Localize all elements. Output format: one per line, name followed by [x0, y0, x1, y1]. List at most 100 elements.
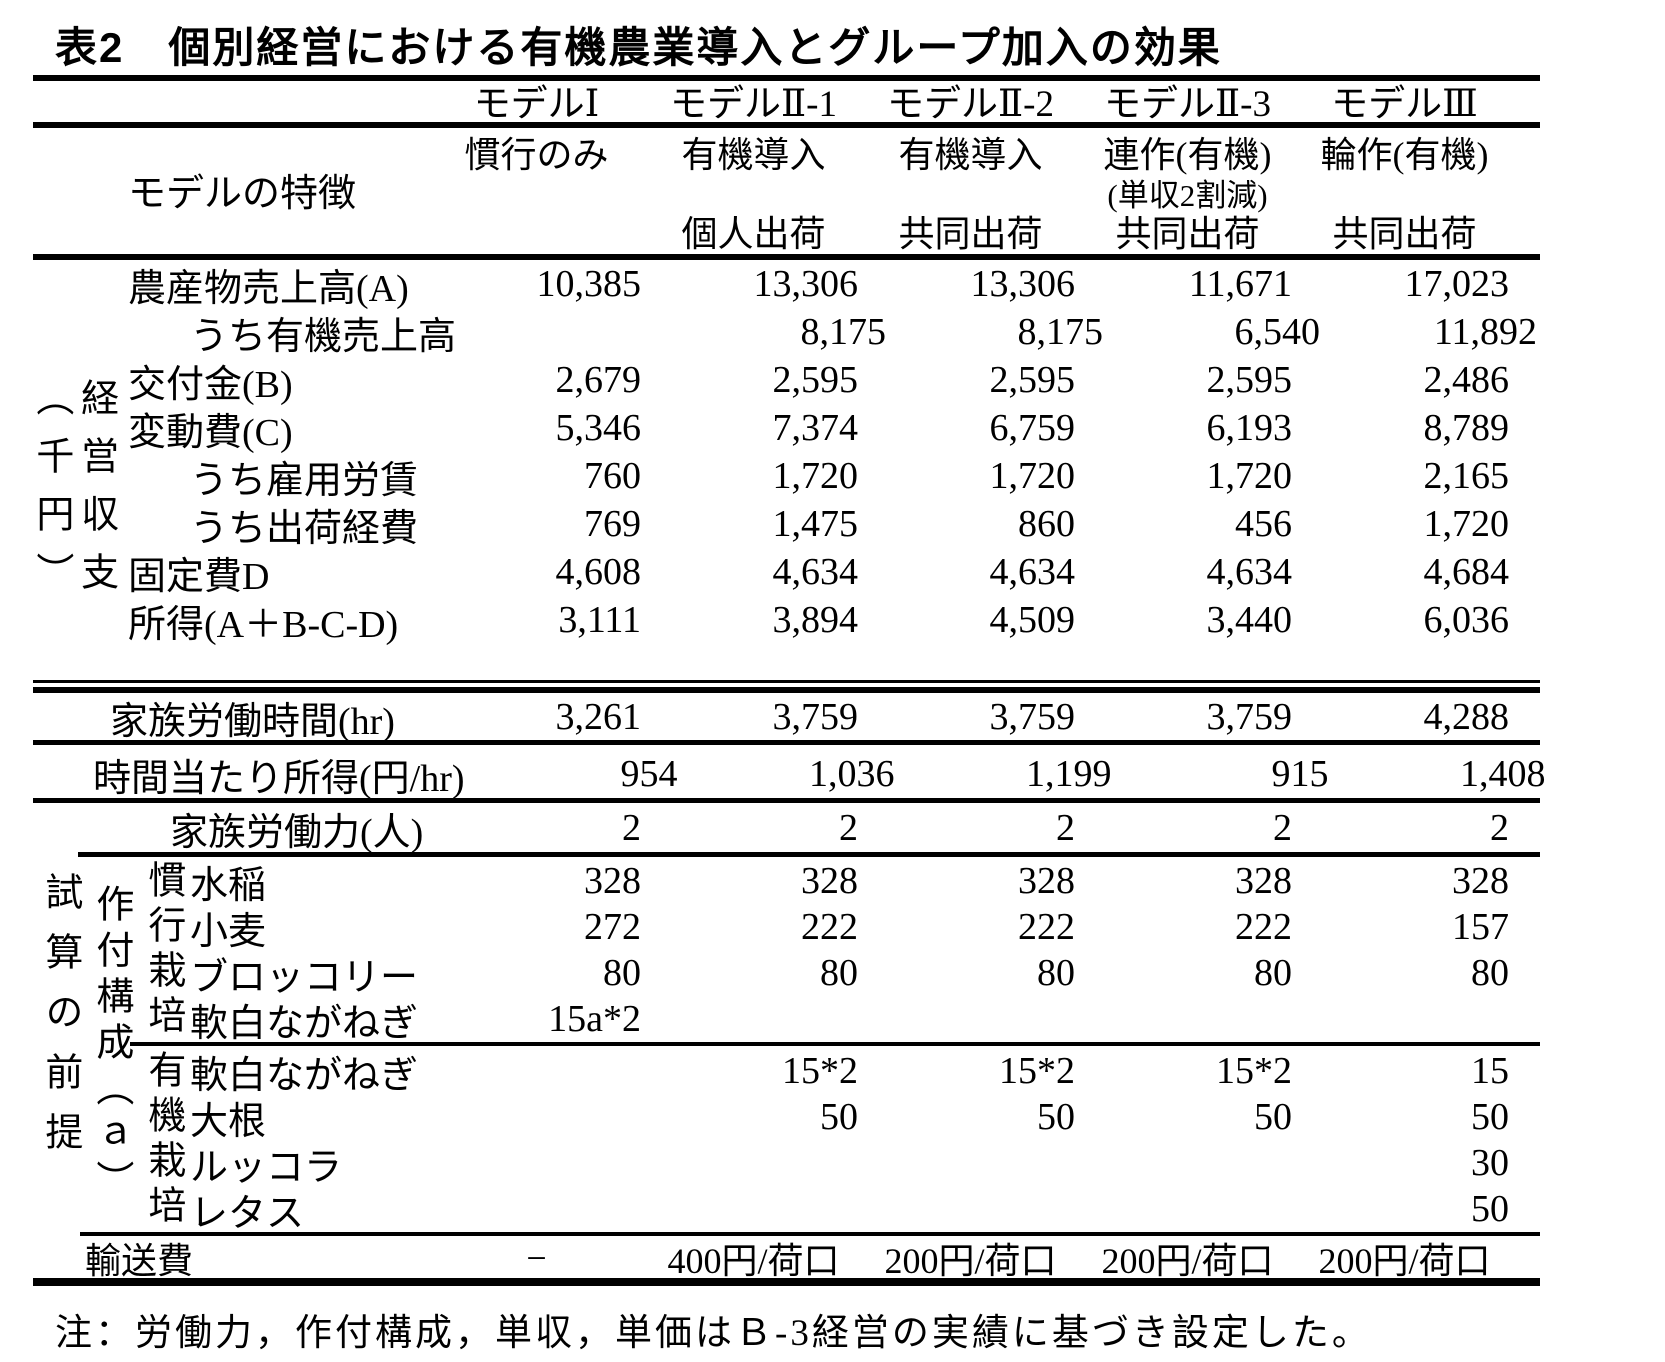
value-cell: 1,199	[1026, 753, 1112, 795]
rule-bottom	[33, 1278, 1540, 1286]
model-name: モデルⅢ	[1331, 84, 1478, 125]
table-row-fixed-cost: 固定費D 4,608 4,634 4,634 4,634 4,684	[33, 548, 1515, 598]
value-cell: 8,175	[1017, 311, 1104, 353]
value-cell: 456	[1235, 503, 1292, 545]
cropping-composition-vertical-label: 作付構成（ａ）	[89, 884, 132, 1206]
row-label: 小麦	[190, 910, 267, 953]
row-label: うち雇用労賃	[190, 459, 419, 502]
value-cell: 2,595	[1206, 359, 1293, 401]
value-cell: 17,023	[1404, 263, 1510, 305]
rule-double-thick	[33, 687, 1540, 693]
value-cell: 3,759	[772, 696, 859, 738]
table-row-subsidy: 交付金(B) 2,679 2,595 2,595 2,595 2,486	[33, 356, 1515, 406]
value-cell: 7,374	[772, 407, 859, 449]
value-cell: 30	[1471, 1142, 1509, 1184]
value-cell: 4,288	[1423, 696, 1510, 738]
table-row-family-labor-hours: 家族労働時間(hr) 3,261 3,759 3,759 3,759 4,288	[33, 696, 1515, 743]
row-label: 変動費(C)	[128, 411, 293, 454]
income-group-vertical-label: 経営収支 （千円）	[29, 378, 117, 610]
value-cell: 328	[1235, 860, 1292, 902]
value-cell: 50	[1037, 1096, 1075, 1138]
value-cell: 1,720	[989, 455, 1076, 497]
value-cell: 3,111	[558, 599, 641, 641]
value-cell: 4,509	[989, 599, 1076, 641]
value-cell: 4,634	[772, 551, 859, 593]
table-row-organic-sales: うち有機売上高 8,175 8,175 6,540 11,892	[33, 308, 1537, 358]
value-cell: 2,595	[772, 359, 859, 401]
value-cell: 760	[584, 455, 641, 497]
value-cell: 8,789	[1423, 407, 1510, 449]
model-name: モデルⅡ-2	[887, 84, 1054, 125]
rule-top	[33, 75, 1540, 81]
value-cell: 8,175	[800, 311, 887, 353]
value-cell: 915	[1271, 753, 1329, 795]
feature-cell: 共同出荷	[898, 214, 1043, 254]
table-row-sales: 農産物売上高(A) 10,385 13,306 13,306 11,671 17…	[33, 260, 1515, 310]
value-cell: 1,036	[809, 753, 895, 795]
table-row-transport-cost: 輸送費 − 400円/荷口 200円/荷口 200円/荷口 200円/荷口	[33, 1238, 1515, 1281]
value-cell: 80	[820, 952, 858, 994]
table-row-family-labor-force: 家族労働力(人) 2 2 2 2 2	[33, 806, 1515, 854]
value-cell: 15*2	[1216, 1050, 1292, 1092]
conventional-group-vertical-label: 慣行栽培	[141, 860, 184, 1040]
value-cell: 860	[1018, 503, 1075, 545]
value-cell: 13,306	[970, 263, 1076, 305]
value-cell: 4,684	[1423, 551, 1510, 593]
table-row-hired-labor: うち雇用労賃 760 1,720 1,720 1,720 2,165	[33, 452, 1515, 502]
table-footnote: 注：労働力，作付構成，単収，単価はＢ-3経営の実績に基づき設定した。	[55, 1313, 1372, 1354]
value-cell: 2	[1056, 807, 1075, 849]
value-cell: 11,671	[1188, 263, 1292, 305]
feature-cell: 個人出荷	[681, 214, 826, 254]
value-cell: 6,540	[1234, 311, 1321, 353]
features-row-3: 個人出荷 共同出荷 共同出荷 共同出荷	[33, 210, 1515, 254]
rule-under-models	[33, 122, 1540, 128]
value-cell: 3,261	[555, 696, 642, 738]
value-cell: 1,720	[1206, 455, 1293, 497]
table-row-income-per-hour: 時間当たり所得(円/hr) 954 1,036 1,199 915 1,408	[33, 752, 1546, 800]
value-cell: 6,193	[1206, 407, 1293, 449]
table-row-daikon: 大根 50 50 50 50	[33, 1094, 1515, 1143]
value-cell: 2,165	[1423, 455, 1510, 497]
value-cell: 4,608	[555, 551, 642, 593]
rule-under-labor	[33, 740, 1540, 745]
value-cell: 15*2	[999, 1050, 1075, 1092]
value-cell: 2	[1273, 807, 1292, 849]
rule-double-thin	[33, 680, 1540, 683]
value-cell: 1,408	[1460, 753, 1546, 795]
row-label: 軟白ながねぎ	[190, 1054, 419, 1097]
value-cell: 3,759	[989, 696, 1076, 738]
rule-under-conventional	[130, 1042, 1540, 1046]
value-cell: 200円/荷口	[884, 1241, 1057, 1281]
value-cell: 1,475	[772, 503, 859, 545]
value-cell: 954	[620, 753, 678, 795]
feature-cell: 連作(有機)	[1103, 135, 1272, 175]
value-cell: 1,720	[772, 455, 859, 497]
table-row-shipping-cost: うち出荷経費 769 1,475 860 456 1,720	[33, 500, 1515, 550]
value-cell: 13,306	[753, 263, 859, 305]
organic-group-vertical-label: 有機栽培	[141, 1050, 184, 1230]
row-label: 輸送費	[85, 1241, 194, 1281]
value-cell: 6,036	[1423, 599, 1510, 641]
row-label: 固定費D	[128, 555, 270, 598]
feature-cell: (単収2割減)	[1107, 177, 1268, 213]
model-name: モデルⅡ-3	[1104, 84, 1271, 125]
value-cell: 2,595	[989, 359, 1076, 401]
feature-cell: 共同出荷	[1332, 214, 1477, 254]
row-label: うち出荷経費	[190, 507, 419, 550]
rule-under-header	[33, 254, 1540, 260]
value-cell: 4,634	[1206, 551, 1293, 593]
value-cell: 200円/荷口	[1101, 1241, 1274, 1281]
value-cell: 400円/荷口	[667, 1241, 840, 1281]
value-cell: 5,346	[555, 407, 642, 449]
table-row-variable-cost: 変動費(C) 5,346 7,374 6,759 6,193 8,789	[33, 404, 1515, 454]
rule-under-hourly	[33, 798, 1540, 803]
value-cell: 80	[603, 952, 641, 994]
value-cell: 2	[839, 807, 858, 849]
value-cell: 2	[1490, 807, 1509, 849]
rule-under-organic	[80, 1232, 1540, 1236]
value-cell: 50	[1254, 1096, 1292, 1138]
value-cell: 769	[584, 503, 641, 545]
row-label: ルッコラ	[190, 1146, 343, 1189]
feature-cell: 有機導入	[681, 135, 826, 175]
row-label: 所得(A＋B-C-D)	[128, 603, 399, 646]
